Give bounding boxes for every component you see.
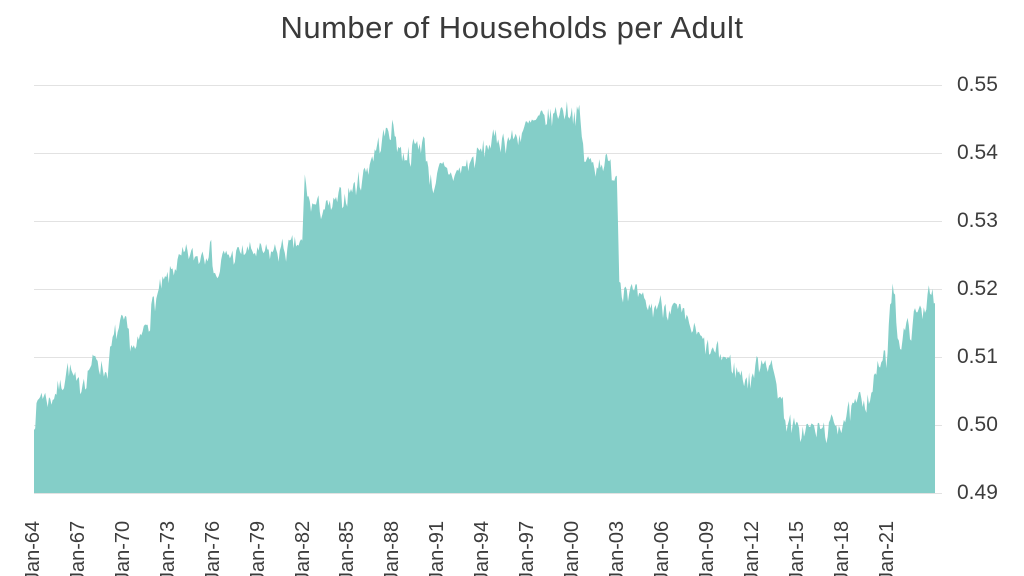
x-tick-label: Jan-03 — [606, 520, 629, 576]
y-tick-label: 0.52 — [957, 277, 998, 300]
y-tick-label: 0.53 — [957, 209, 998, 232]
area-fill — [34, 101, 935, 494]
x-tick-label: Jan-76 — [201, 520, 224, 576]
x-tick-label: Jan-00 — [561, 520, 584, 576]
chart-title: Number of Households per Adult — [280, 10, 744, 45]
x-tick-label: Jan-85 — [336, 520, 359, 576]
gridline-0.55 — [34, 85, 942, 86]
x-tick-label: Jan-09 — [695, 520, 718, 576]
x-tick-label: Jan-12 — [740, 520, 763, 576]
x-tick-label: Jan-88 — [381, 520, 404, 576]
x-tick-label: Jan-79 — [246, 520, 269, 576]
y-tick-label: 0.49 — [957, 481, 998, 504]
gridline-0.49 — [34, 493, 942, 494]
x-tick-label: Jan-64 — [22, 520, 44, 576]
y-tick-label: 0.51 — [957, 345, 998, 368]
x-tick-label: Jan-94 — [471, 520, 494, 576]
x-tick-label: Jan-70 — [111, 520, 134, 576]
x-tick-label: Jan-06 — [650, 520, 673, 576]
x-tick-label: Jan-15 — [785, 520, 808, 576]
y-tick-label: 0.55 — [957, 73, 998, 96]
x-tick-label: Jan-18 — [830, 520, 853, 576]
x-tick-label: Jan-67 — [66, 520, 89, 576]
x-tick-label: Jan-91 — [426, 520, 449, 576]
x-tick-label: Jan-73 — [156, 520, 179, 576]
x-tick-label: Jan-97 — [516, 520, 539, 576]
x-tick-label: Jan-82 — [291, 520, 314, 576]
y-tick-label: 0.54 — [957, 141, 998, 164]
y-tick-label: 0.50 — [957, 413, 998, 436]
x-tick-label: Jan-21 — [875, 520, 898, 576]
